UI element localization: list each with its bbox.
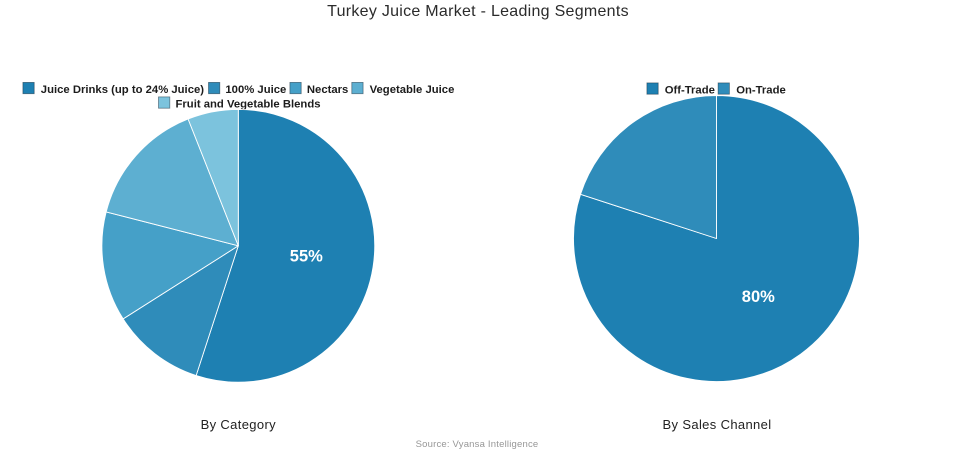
svg-text:55%: 55% [290,248,323,266]
svg-text:Fruit and Vegetable Blends: Fruit and Vegetable Blends [176,98,321,110]
svg-text:On-Trade: On-Trade [736,84,786,96]
svg-text:Turkey Juice Market - Leading: Turkey Juice Market - Leading Segments [327,3,629,20]
svg-text:By Sales Channel: By Sales Channel [663,417,772,432]
svg-text:Juice Drinks (up to 24% Juice): Juice Drinks (up to 24% Juice) [41,84,204,96]
svg-text:By Category: By Category [201,417,277,432]
svg-text:Source: Vyansa Intelligence: Source: Vyansa Intelligence [416,439,539,450]
svg-text:Off-Trade: Off-Trade [665,84,715,96]
svg-text:100% Juice: 100% Juice [225,84,286,96]
svg-text:Nectars: Nectars [307,84,348,96]
svg-text:80%: 80% [742,288,775,306]
svg-text:Vegetable Juice: Vegetable Juice [370,84,455,96]
